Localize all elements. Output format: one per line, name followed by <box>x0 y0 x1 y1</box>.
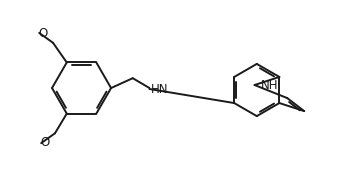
Text: NH: NH <box>261 78 278 91</box>
Text: O: O <box>38 27 48 40</box>
Text: HN: HN <box>150 82 168 96</box>
Text: O: O <box>40 136 50 149</box>
